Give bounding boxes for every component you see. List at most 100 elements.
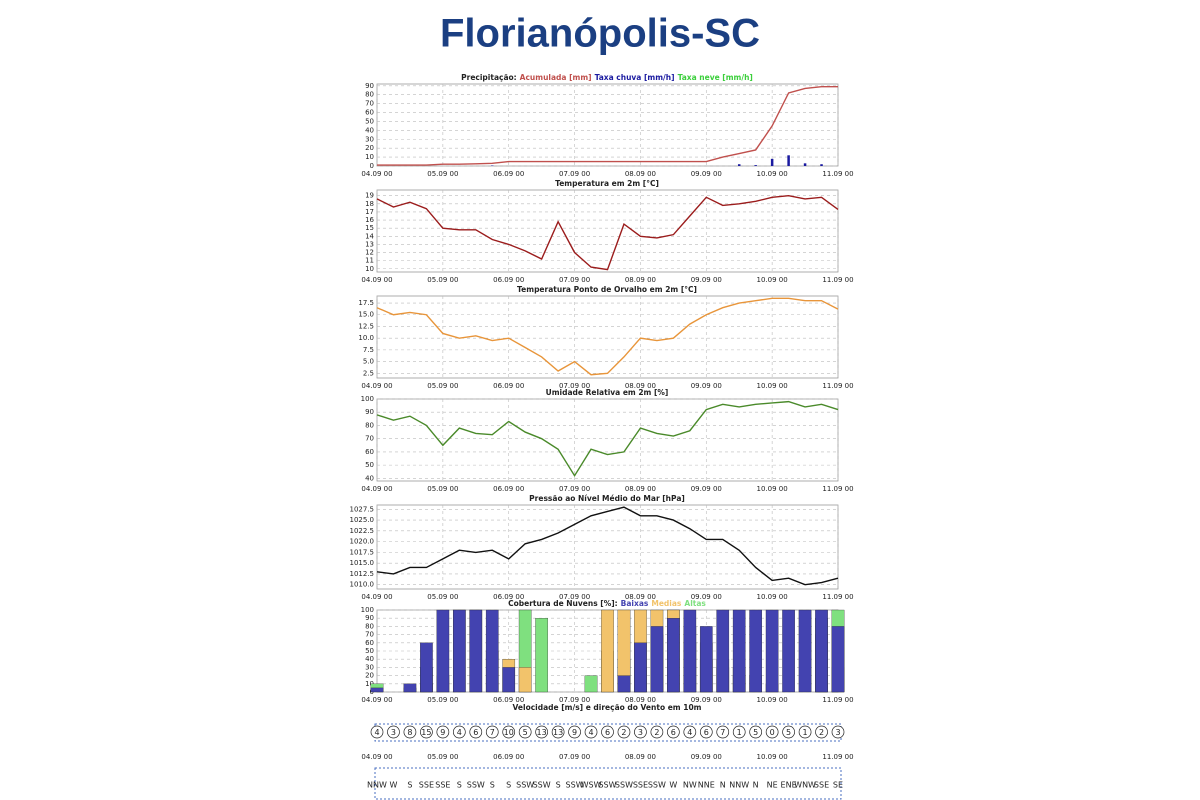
y-tick-label: 20 <box>365 672 374 680</box>
wind-direction: WNW <box>794 781 816 790</box>
wind-speed: 6 <box>671 728 676 737</box>
y-tick-label: 100 <box>361 606 374 614</box>
x-tick-label: 08.09 00 <box>625 753 656 761</box>
y-tick-label: 1015.0 <box>350 559 375 567</box>
plot-frame <box>376 504 839 590</box>
plot-frame <box>376 398 839 482</box>
y-tick-label: 70 <box>365 631 374 639</box>
y-tick-label: 14 <box>365 232 374 240</box>
x-tick-label: 08.09 00 <box>625 593 656 601</box>
wind-marker <box>716 725 730 739</box>
wind-direction: SSW <box>566 781 584 790</box>
wind-marker <box>765 725 779 739</box>
y-tick-label: 70 <box>365 435 374 443</box>
wind-marker <box>667 725 680 739</box>
wind-marker <box>732 725 746 739</box>
x-tick-label: 09.09 00 <box>691 593 722 601</box>
wind-speed: 2 <box>654 728 659 737</box>
y-tick-label: 100 <box>361 395 374 403</box>
x-tick-label: 05.09 00 <box>427 382 458 390</box>
y-tick-label: 16 <box>365 216 374 224</box>
wind-direction: SSW <box>516 781 534 790</box>
wind-marker <box>815 725 828 739</box>
wind-direction: SSE <box>435 781 450 790</box>
x-tick-label: 04.09 00 <box>361 485 392 493</box>
x-tick-label: 10.09 00 <box>757 593 788 601</box>
wind-marker <box>798 725 812 739</box>
chart-title: Pressão ao Nível Médio do Mar [hPa] <box>529 494 685 503</box>
x-tick-label: 09.09 00 <box>691 485 722 493</box>
wind-marker <box>535 725 548 739</box>
data-bar <box>518 667 532 693</box>
direction-frame <box>374 767 842 800</box>
wind-direction: SSE <box>814 781 829 790</box>
data-bar <box>601 609 614 693</box>
title-text: Temperatura Ponto de Orvalho em 2m [°C] <box>517 285 697 294</box>
wind-direction: SSW <box>533 781 551 790</box>
wind-direction: NE <box>767 781 778 790</box>
x-tick-label: 07.09 00 <box>559 382 590 390</box>
wind-speed: 10 <box>504 728 514 737</box>
x-tick-label: 06.09 00 <box>493 170 524 178</box>
title-text: Umidade Relativa em 2m [%] <box>546 388 669 397</box>
y-tick-label: 1022.5 <box>350 527 375 535</box>
y-tick-label: 7.5 <box>363 346 374 354</box>
legend-entry: Medias <box>651 599 682 608</box>
page-title: Florianópolis-SC <box>440 12 760 56</box>
y-tick-label: 40 <box>365 126 374 134</box>
data-line <box>376 400 839 478</box>
y-tick-label: 19 <box>365 192 374 200</box>
y-tick-label: 60 <box>365 109 374 117</box>
x-tick-label: 11.09 00 <box>822 696 853 704</box>
wind-speed: 4 <box>687 728 692 737</box>
data-line <box>376 506 839 586</box>
wind-speed: 6 <box>704 728 709 737</box>
x-tick-label: 11.09 00 <box>822 485 853 493</box>
wind-direction: S <box>457 781 462 790</box>
wind-marker <box>420 725 433 739</box>
y-tick-label: 1025.0 <box>350 516 375 524</box>
y-tick-label: 1027.5 <box>350 505 375 513</box>
wind-direction: SE <box>833 781 843 790</box>
data-bar <box>737 164 741 166</box>
y-tick-label: 50 <box>365 461 374 469</box>
y-tick-label: 1012.5 <box>350 570 375 578</box>
x-tick-label: 06.09 00 <box>493 485 524 493</box>
y-tick-label: 13 <box>365 240 374 248</box>
wind-speed: 7 <box>490 728 495 737</box>
wind-speed: 6 <box>605 728 610 737</box>
data-bar <box>831 626 845 693</box>
legend-entry: Baixas <box>621 599 649 608</box>
wind-marker <box>551 725 565 739</box>
wind-speed: 15 <box>421 728 431 737</box>
chart-title: Velocidade [m/s] e direção do Vento em 1… <box>513 703 702 712</box>
wind-speed: 5 <box>753 728 758 737</box>
wind-marker <box>436 725 450 739</box>
data-bar <box>403 683 417 693</box>
data-bar <box>716 609 730 693</box>
wind-speed: 9 <box>572 728 577 737</box>
x-tick-label: 07.09 00 <box>559 170 590 178</box>
y-tick-label: 11 <box>365 257 374 265</box>
y-tick-label: 80 <box>365 421 374 429</box>
x-tick-label: 09.09 00 <box>691 753 722 761</box>
y-tick-label: 1020.0 <box>350 538 375 546</box>
wind-direction: SSW <box>467 781 485 790</box>
wind-speed: 2 <box>621 728 626 737</box>
y-tick-label: 90 <box>365 408 374 416</box>
wind-speed: 13 <box>537 728 547 737</box>
y-tick-label: 10.0 <box>358 334 374 342</box>
x-tick-label: 07.09 00 <box>559 485 590 493</box>
data-bar <box>770 158 774 166</box>
wind-speed: 5 <box>523 728 528 737</box>
data-bar <box>617 675 631 693</box>
plot-frame <box>376 295 839 379</box>
wind-direction: N <box>720 781 726 790</box>
x-tick-label: 07.09 00 <box>559 593 590 601</box>
wind-direction: W <box>669 781 677 790</box>
data-bar <box>535 618 548 693</box>
data-line <box>376 297 839 376</box>
data-line <box>377 85 838 166</box>
x-tick-label: 04.09 00 <box>361 170 392 178</box>
x-tick-label: 06.09 00 <box>493 382 524 390</box>
